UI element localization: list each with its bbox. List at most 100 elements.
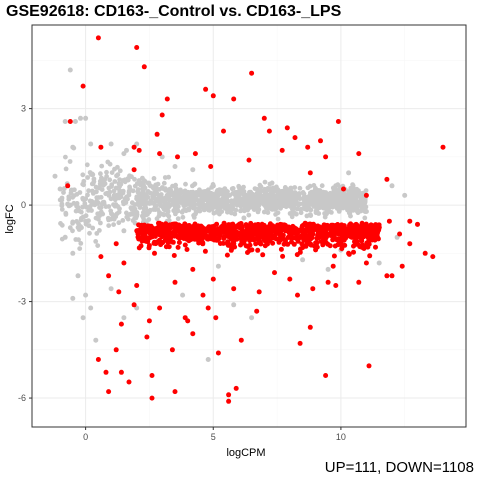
point-significant	[303, 243, 309, 249]
point-not-significant	[90, 201, 96, 207]
point-not-significant	[108, 208, 114, 214]
point-not-significant	[102, 181, 108, 187]
point-not-significant	[162, 207, 168, 213]
point-significant	[366, 363, 372, 369]
point-not-significant	[129, 174, 134, 180]
y-tick-label: -3	[18, 297, 26, 307]
point-not-significant	[151, 176, 157, 181]
point-not-significant	[116, 209, 122, 215]
point-not-significant	[88, 305, 94, 311]
point-significant	[295, 228, 301, 234]
point-not-significant	[99, 201, 105, 207]
point-significant	[182, 315, 188, 321]
point-not-significant	[166, 213, 172, 219]
point-significant	[310, 286, 316, 292]
point-not-significant	[183, 181, 188, 187]
point-significant	[330, 229, 336, 235]
point-significant	[363, 260, 369, 266]
point-significant	[225, 233, 231, 239]
point-significant	[95, 357, 101, 362]
point-not-significant	[322, 214, 328, 220]
point-significant	[203, 86, 209, 92]
point-not-significant	[175, 208, 181, 214]
not-significant-points	[52, 67, 420, 362]
point-not-significant	[221, 192, 227, 197]
point-significant	[307, 324, 313, 330]
point-not-significant	[185, 189, 191, 195]
point-significant	[293, 235, 298, 241]
point-significant	[154, 231, 160, 237]
point-not-significant	[120, 178, 126, 183]
point-significant	[146, 318, 152, 324]
point-significant	[228, 222, 234, 228]
point-not-significant	[62, 186, 67, 191]
point-not-significant	[322, 195, 327, 201]
point-not-significant	[240, 189, 246, 195]
point-not-significant	[105, 215, 111, 221]
point-not-significant	[188, 201, 194, 207]
point-significant	[228, 247, 234, 253]
point-not-significant	[108, 196, 114, 202]
point-significant	[315, 232, 321, 238]
point-not-significant	[290, 207, 295, 212]
point-significant	[355, 241, 361, 247]
y-axis: -6 -3 0 3	[18, 104, 32, 403]
point-significant	[336, 231, 342, 237]
point-significant	[359, 220, 365, 226]
point-not-significant	[59, 195, 65, 201]
point-not-significant	[93, 215, 99, 221]
point-not-significant	[231, 302, 237, 308]
point-not-significant	[173, 186, 179, 192]
point-significant	[238, 337, 244, 343]
point-significant	[192, 151, 198, 157]
point-significant	[175, 244, 181, 250]
point-significant	[281, 222, 287, 228]
point-not-significant	[255, 203, 261, 209]
point-not-significant	[342, 195, 348, 200]
point-not-significant	[130, 188, 136, 194]
point-not-significant	[70, 194, 76, 200]
point-significant	[304, 237, 310, 243]
point-not-significant	[81, 178, 87, 184]
point-not-significant	[211, 210, 217, 216]
point-significant	[330, 263, 336, 269]
point-not-significant	[95, 243, 101, 249]
point-significant	[259, 221, 265, 227]
point-not-significant	[326, 209, 332, 214]
point-not-significant	[110, 212, 116, 218]
point-significant	[367, 253, 373, 259]
point-not-significant	[200, 196, 206, 202]
point-not-significant	[146, 217, 152, 222]
point-not-significant	[294, 211, 299, 217]
point-not-significant	[121, 151, 127, 157]
point-significant	[266, 128, 272, 134]
point-not-significant	[205, 357, 211, 362]
point-significant	[430, 254, 436, 260]
point-significant	[164, 96, 170, 102]
point-not-significant	[142, 185, 148, 191]
point-significant	[360, 227, 366, 232]
point-not-significant	[312, 200, 318, 206]
point-not-significant	[287, 203, 292, 209]
point-not-significant	[73, 237, 79, 242]
point-not-significant	[300, 190, 306, 195]
point-not-significant	[284, 186, 290, 192]
point-not-significant	[346, 189, 352, 194]
point-not-significant	[230, 186, 236, 191]
point-significant	[136, 222, 142, 228]
point-significant	[219, 223, 225, 229]
point-not-significant	[121, 228, 127, 234]
point-not-significant	[165, 193, 171, 199]
point-not-significant	[124, 210, 129, 216]
point-significant	[361, 244, 367, 250]
point-not-significant	[70, 295, 76, 301]
point-significant	[276, 239, 282, 245]
point-significant	[289, 239, 294, 245]
point-significant	[292, 135, 298, 141]
point-not-significant	[261, 209, 267, 215]
point-significant	[255, 247, 261, 253]
point-not-significant	[304, 195, 309, 200]
point-not-significant	[62, 234, 68, 240]
point-significant	[226, 392, 232, 398]
point-not-significant	[275, 216, 281, 222]
